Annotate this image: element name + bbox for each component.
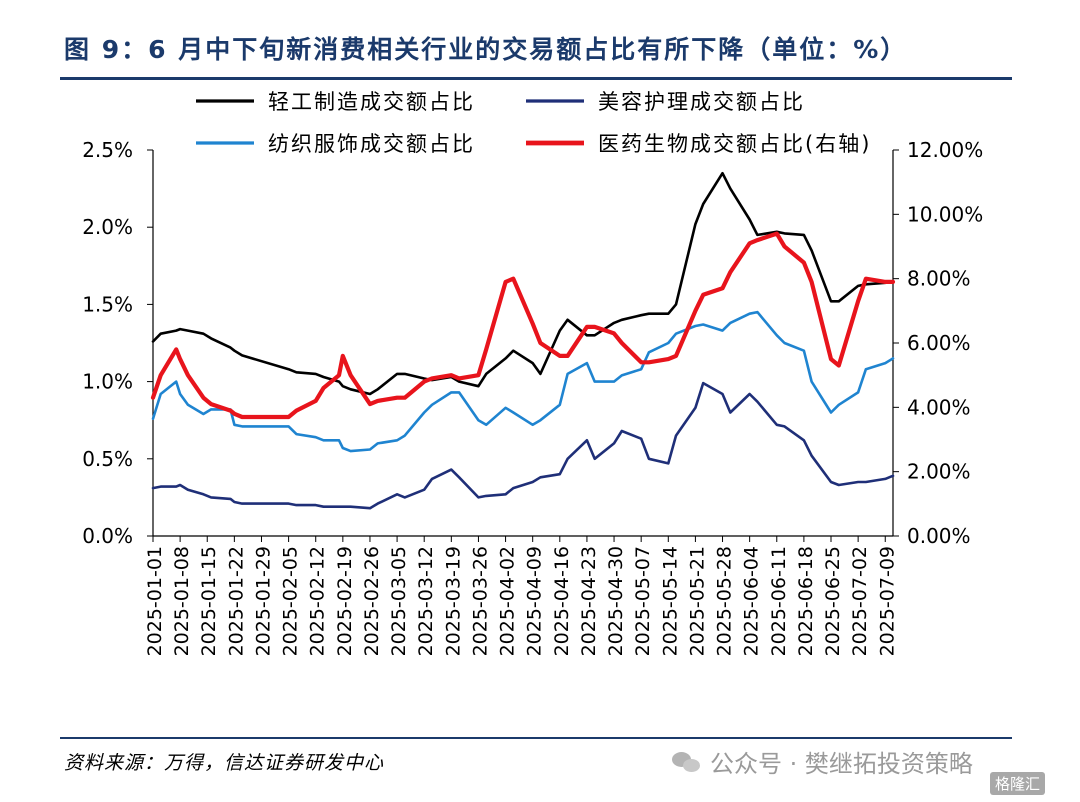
x-tick-label: 2025-01-22: [225, 546, 247, 656]
y-right-tick-label: 2.00%: [907, 460, 971, 484]
x-tick-label: 2025-02-19: [334, 546, 356, 656]
watermark-text: 公众号 · 樊继拓投资策略: [710, 750, 973, 778]
y-left-tick-label: 0.0%: [82, 524, 133, 548]
x-tick-label: 2025-03-05: [388, 546, 410, 656]
legend-label-1: 轻工制造成交额占比: [268, 90, 475, 114]
y-left-tick-label: 2.0%: [82, 215, 133, 239]
y-right-tick-label: 8.00%: [907, 267, 971, 291]
wechat-icon: [672, 750, 702, 774]
x-tick-label: 2025-02-05: [280, 546, 302, 656]
x-tick-label: 2025-05-28: [714, 546, 736, 656]
x-tick-label: 2025-04-09: [524, 546, 546, 656]
line-chart: 0.0% 0.5% 1.0% 1.5% 2.0% 2.5% 0.00% 2.00% 4.00% 6…: [82, 90, 983, 656]
series-line-1: [151, 171, 895, 396]
legend-label-4: 医药生物成交额占比(右轴): [598, 132, 871, 156]
footer-rule: [60, 737, 1012, 739]
x-tick-label: 2025-01-01: [144, 546, 166, 656]
x-tick-label: 2025-06-25: [822, 546, 844, 656]
legend-label-2: 美容护理成交额占比: [598, 90, 805, 114]
x-tick-label: 2025-05-07: [632, 546, 654, 656]
x-tick-label: 2025-03-12: [415, 546, 437, 656]
gelonghui-badge: 格隆汇: [990, 772, 1046, 795]
x-tick-label: 2025-06-18: [795, 546, 817, 656]
x-tick-label: 2025-04-02: [497, 546, 519, 656]
x-tick-label: 2025-01-08: [171, 546, 193, 656]
x-tick-label: 2025-04-16: [551, 546, 573, 656]
x-tick-label: 2025-02-26: [361, 546, 383, 656]
x-tick-label: 2025-05-21: [686, 546, 708, 656]
y-right-tick-label: 10.00%: [907, 202, 983, 226]
legend-label-3: 纺织服饰成交额占比: [268, 132, 475, 156]
x-tick-label: 2025-04-30: [605, 546, 627, 656]
y-right-tick-label: 12.00%: [907, 138, 983, 162]
x-tick-label: 2025-06-04: [741, 546, 763, 656]
x-tick-label: 2025-04-23: [578, 546, 600, 656]
x-tick-label: 2025-01-29: [252, 546, 274, 656]
watermark: 公众号 · 樊继拓投资策略: [672, 744, 973, 779]
x-tick-label: 2025-07-02: [849, 546, 871, 656]
title-rule: [60, 77, 1012, 80]
y-left-tick-label: 1.0%: [82, 370, 133, 394]
series-line-4: [150, 231, 896, 420]
y-left-tick-label: 1.5%: [82, 292, 133, 316]
chart-series: [150, 171, 896, 510]
y-right-tick-label: 0.00%: [907, 524, 971, 548]
figure-title: 图 9：6 月中下旬新消费相关行业的交易额占比有所下降（单位：%）: [64, 35, 908, 64]
y-right-tick-label: 4.00%: [907, 395, 971, 419]
x-tick-label: 2025-03-19: [442, 546, 464, 656]
x-tick-label: 2025-03-26: [469, 546, 491, 656]
y-right-tick-label: 6.00%: [907, 331, 971, 355]
x-tick-label: 2025-02-12: [307, 546, 329, 656]
x-tick-label: 2025-07-09: [876, 546, 898, 656]
series-line-2: [151, 381, 895, 510]
chart-axes: [152, 150, 894, 537]
y-left-tick-label: 2.5%: [82, 138, 133, 162]
x-tick-label: 2025-01-15: [198, 546, 220, 656]
x-tick-label: 2025-05-14: [659, 546, 681, 656]
x-tick-label: 2025-06-11: [768, 546, 790, 656]
source-note: 资料来源：万得，信达证券研发中心: [64, 752, 385, 774]
series-line-3: [151, 310, 895, 453]
y-left-tick-label: 0.5%: [82, 447, 133, 471]
chart-ticks: 0.0% 0.5% 1.0% 1.5% 2.0% 2.5% 0.00% 2.00% 4.00% 6…: [82, 138, 983, 656]
